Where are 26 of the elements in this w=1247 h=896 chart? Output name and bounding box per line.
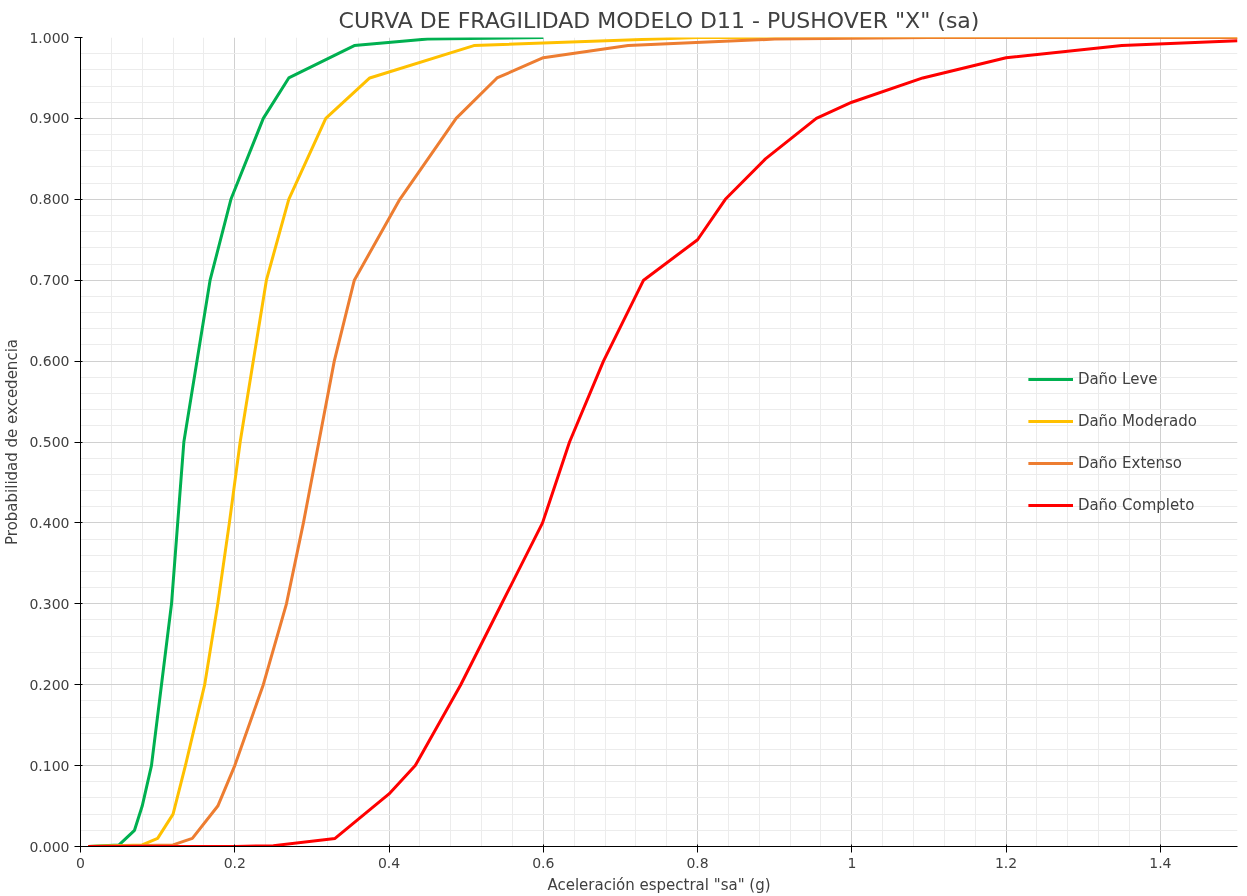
x-tick-label: 1.2 xyxy=(994,854,1018,871)
y-tick-label: 0.600 xyxy=(29,353,70,370)
y-tick-label: 0.700 xyxy=(29,272,70,289)
legend-label: Daño Moderado xyxy=(1077,411,1197,430)
y-tick-label: 0.800 xyxy=(29,191,70,208)
legend-label: Daño Extenso xyxy=(1077,453,1183,472)
y-tick-label: 0.100 xyxy=(29,757,70,774)
x-tick-label: 0 xyxy=(76,854,85,871)
x-tick-label: 0.4 xyxy=(377,854,401,871)
x-axis-title: Aceleración espectral "sa" (g) xyxy=(547,875,771,894)
y-tick-label: 1.000 xyxy=(29,29,70,46)
y-tick-label: 0.400 xyxy=(29,514,70,531)
x-tick-label: 1 xyxy=(847,854,857,871)
chart-title: CURVA DE FRAGILIDAD MODELO D11 - PUSHOVER "X" (sa) xyxy=(338,7,980,33)
y-tick-label: 0.300 xyxy=(29,595,70,612)
y-tick-label: 0.200 xyxy=(29,676,70,693)
x-tick-label: 0.2 xyxy=(223,854,246,871)
y-tick-label: 0.000 xyxy=(29,838,70,855)
legend-label: Daño Leve xyxy=(1077,369,1158,388)
x-tick-label: 0.8 xyxy=(686,854,709,871)
y-axis-title: Probabilidad de excedencia xyxy=(3,339,22,545)
y-tick-label: 0.500 xyxy=(29,434,70,450)
x-tick-label: 1.4 xyxy=(1149,854,1172,871)
x-tick-label: 0.6 xyxy=(532,854,555,871)
legend-label: Daño Completo xyxy=(1077,495,1195,514)
y-tick-label: 0.900 xyxy=(29,110,70,127)
